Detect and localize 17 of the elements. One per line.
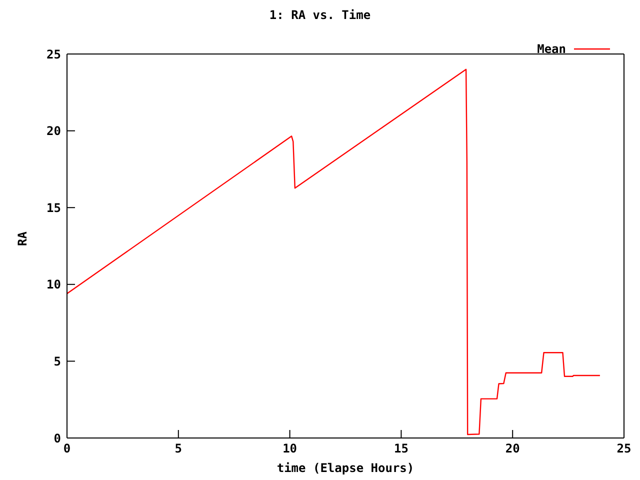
y-tick-label: 25 (46, 47, 61, 62)
line-series (67, 68, 601, 436)
x-tick-label: 10 (282, 442, 298, 456)
y-tick-label: 5 (54, 354, 61, 368)
chart-title: 1: RA vs. Time (268, 8, 372, 22)
y-tick-label: 0 (54, 431, 61, 446)
y-tick-label: 10 (46, 278, 61, 292)
y-tick-label: 15 (46, 200, 61, 215)
x-tick-label: 15 (394, 442, 408, 456)
y-axis-title: RA (15, 230, 30, 246)
x-tick-label: 5 (174, 442, 182, 456)
x-tick-label: 20 (505, 442, 520, 456)
x-tick-label: 25 (616, 442, 632, 456)
legend-label: Mean (537, 42, 566, 56)
y-tick-label: 20 (46, 124, 61, 138)
x-tick-label: 0 (63, 442, 71, 456)
x-axis-title: time (Elapse Hours) (276, 461, 414, 475)
